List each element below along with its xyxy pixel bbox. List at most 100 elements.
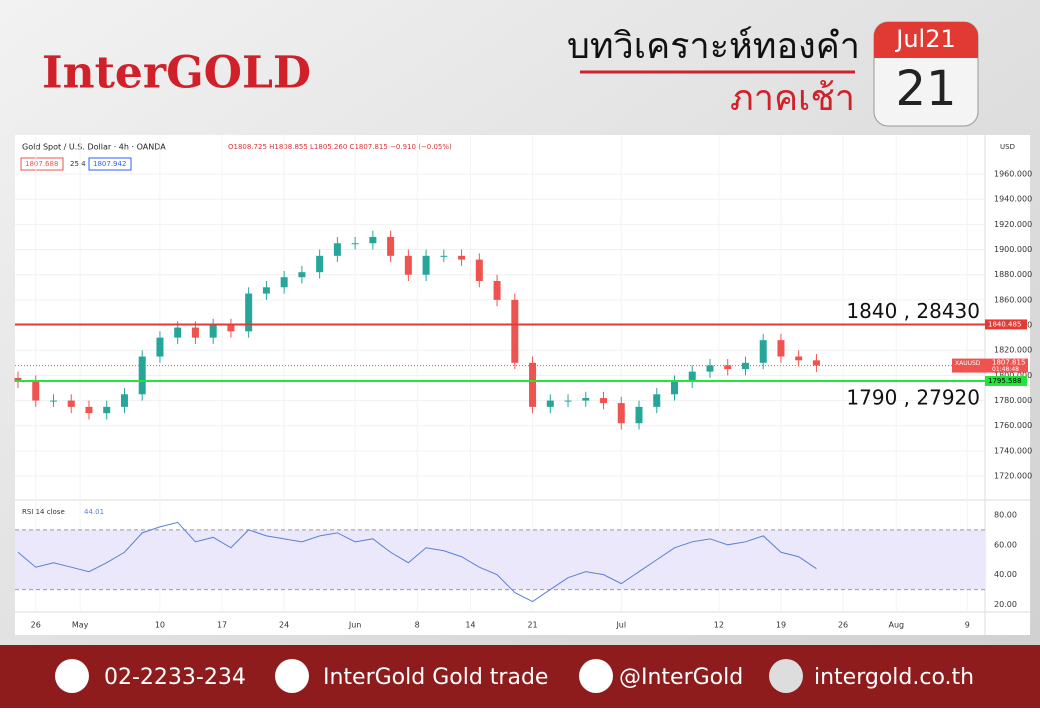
candle-body	[138, 356, 146, 395]
candle-body	[564, 400, 572, 402]
y-tick-label: 1960.000	[994, 170, 1032, 179]
candle-body	[670, 381, 678, 395]
y-tick-label: 1940.000	[994, 195, 1032, 204]
candle-body	[85, 406, 93, 414]
title: บทวิเคราะห์ทองคำ	[567, 26, 860, 67]
candle-body	[369, 236, 377, 244]
candle-body	[582, 398, 590, 401]
brand: InterGOLD	[42, 48, 311, 99]
level-tag	[985, 319, 1027, 330]
level-label: 1795.588	[988, 377, 1021, 385]
currency: USD	[1000, 143, 1015, 151]
level-annotation: 1840 , 28430	[846, 299, 980, 323]
x-tick-label: Aug	[888, 621, 904, 630]
rsi-tick-label: 20.00	[994, 600, 1017, 609]
candle-body	[174, 327, 182, 338]
ask: 1807.942	[93, 160, 126, 168]
candle-body	[529, 362, 537, 407]
candle-body	[227, 325, 235, 332]
candle-body	[422, 255, 430, 275]
candle-body	[351, 243, 359, 245]
web-icon	[769, 659, 803, 693]
rsi-tick-label: 40.00	[994, 570, 1017, 579]
level-annotation: 1790 , 27920	[846, 385, 980, 409]
calendar-top	[874, 22, 978, 58]
x-tick-label: May	[72, 621, 89, 630]
candle-body	[795, 356, 803, 361]
x-tick-label: 26	[838, 621, 848, 630]
candle-body	[706, 365, 714, 372]
candle-body	[458, 255, 466, 260]
rsi-last: 44.01	[84, 508, 104, 516]
x-tick-label: 10	[155, 621, 165, 630]
candle-body	[67, 400, 75, 407]
x-tick-label: 8	[415, 621, 420, 630]
y-tick-label: 1920.000	[994, 220, 1032, 229]
candle-body	[14, 377, 22, 382]
candle-body	[49, 400, 57, 402]
candle-body	[120, 394, 128, 407]
candle-body	[493, 281, 501, 300]
line-id: @InterGold	[619, 665, 743, 690]
calendar-month: Jul21	[894, 25, 956, 53]
candle-body	[280, 277, 288, 288]
y-tick-label: 1780.000	[994, 396, 1032, 405]
candle-body	[387, 236, 395, 256]
candle-body	[546, 400, 554, 407]
candle-body	[724, 365, 732, 370]
candle-body	[404, 255, 412, 275]
x-tick-label: 9	[965, 621, 970, 630]
x-tick-label: 12	[714, 621, 724, 630]
calendar-day: 21	[895, 61, 956, 117]
candle-body	[741, 362, 749, 370]
bid-box	[20, 157, 64, 171]
bid: 1807.688	[25, 160, 58, 168]
facebook: InterGold Gold trade	[323, 665, 548, 690]
x-tick-label: 17	[217, 621, 227, 630]
candle-body	[440, 255, 448, 257]
x-tick-label: 14	[465, 621, 475, 630]
y-tick-label: 1880.000	[994, 270, 1032, 279]
y-tick-label: 1720.000	[994, 472, 1032, 481]
candle-body	[759, 340, 767, 363]
rsi-band	[15, 529, 985, 590]
last-price: 1807.815	[992, 359, 1025, 367]
x-tick-label: 21	[527, 621, 537, 630]
candle-body	[32, 381, 40, 401]
candle-body	[316, 255, 324, 273]
y-tick-label: 1900.000	[994, 245, 1032, 254]
candle-body	[333, 243, 341, 256]
line-icon	[579, 659, 613, 693]
candle-body	[617, 403, 625, 424]
candle-body	[812, 360, 820, 366]
candle-body	[156, 337, 164, 357]
ask-box	[88, 157, 132, 171]
x-tick-label: Jul	[615, 621, 626, 630]
y-tick-label: 1740.000	[994, 446, 1032, 455]
candle-body	[511, 299, 519, 363]
x-tick-label: Jun	[348, 621, 362, 630]
y-tick-label: 1820.000	[994, 346, 1032, 355]
rsi-line	[17, 521, 817, 603]
y-tick-label: 1860.000	[994, 295, 1032, 304]
candle-body	[262, 287, 270, 294]
countdown: 01:48:48	[992, 366, 1019, 373]
x-tick-label: 24	[279, 621, 289, 630]
last-price-tag	[952, 358, 1028, 373]
chart-title: Gold Spot / U.S. Dollar · 4h · OANDA	[22, 143, 166, 152]
candle-body	[653, 394, 661, 407]
spread: 25.4	[70, 160, 86, 168]
x-tick-label: 19	[776, 621, 786, 630]
candle-body	[777, 340, 785, 357]
x-tick-label: 26	[31, 621, 41, 630]
y-tick-label: 1760.000	[994, 421, 1032, 430]
footer	[0, 645, 1040, 708]
level-tag	[985, 375, 1027, 386]
rsi-title: RSI 14 close	[22, 508, 65, 516]
candle-body	[298, 272, 306, 278]
web: intergold.co.th	[814, 665, 974, 690]
symbol: XAUUSD	[955, 360, 981, 367]
ohlc: O1808.725 H1808.855 L1805.260 C1807.815 …	[228, 143, 452, 151]
subtitle: ภาคเช้า	[730, 78, 855, 119]
